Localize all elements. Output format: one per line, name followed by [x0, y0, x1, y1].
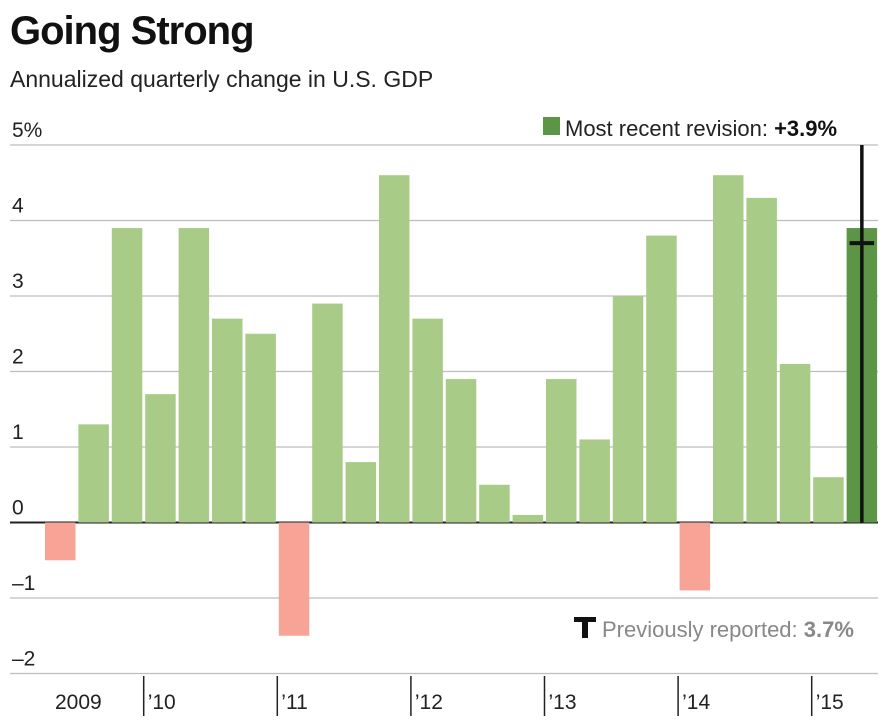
- y-tick-label: 0: [12, 497, 24, 520]
- y-tick-label: 3: [12, 270, 24, 293]
- bar: [145, 394, 176, 523]
- legend-previous-text: Previously reported: 3.7%: [602, 617, 854, 642]
- bar: [412, 318, 443, 523]
- y-axis-ticks: 5% 4 3 2 1 0 –1 –2: [12, 119, 42, 671]
- bar: [345, 462, 377, 523]
- y-tick-label: 1: [12, 421, 24, 444]
- bar: [212, 318, 243, 523]
- bar: [579, 439, 610, 523]
- legend-recent: Most recent revision: +3.9%: [543, 116, 837, 141]
- bar: [679, 522, 711, 591]
- bar: [713, 175, 744, 523]
- y-tick-label: –1: [12, 572, 35, 595]
- y-tick-label: 2: [12, 346, 24, 369]
- x-year-label: ’12: [415, 691, 443, 714]
- bar: [479, 484, 510, 523]
- x-year-label: ’11: [281, 691, 307, 714]
- bar: [813, 477, 844, 523]
- x-axis: 2009 ’10 ’11 ’12 ’13 ’14 ’15: [55, 676, 844, 716]
- x-year-label: ’15: [816, 691, 844, 714]
- bar: [512, 514, 544, 523]
- legend-recent-text: Most recent revision: +3.9%: [565, 116, 837, 141]
- legend-previous: Previously reported: 3.7%: [574, 617, 854, 642]
- y-tick-label: –2: [12, 648, 35, 671]
- x-year-label: ’14: [682, 691, 710, 714]
- bar: [245, 333, 276, 523]
- previous-marker: [849, 145, 875, 523]
- bar: [78, 424, 109, 523]
- bar: [111, 228, 143, 523]
- bar: [646, 235, 677, 523]
- bar: [379, 175, 410, 523]
- bar: [445, 379, 477, 523]
- x-year-label: ’13: [549, 691, 577, 714]
- bar: [45, 522, 76, 561]
- previous-marker-icon: [574, 617, 596, 638]
- chart-title: Going Strong: [10, 9, 254, 53]
- x-year-label: 2009: [55, 691, 102, 714]
- legend-recent-label: Most recent revision:: [565, 116, 774, 141]
- legend-previous-label: Previously reported:: [602, 617, 804, 642]
- bar: [546, 379, 577, 523]
- x-year-label: ’10: [148, 691, 176, 714]
- bars: [45, 175, 878, 636]
- chart-subtitle: Annualized quarterly change in U.S. GDP: [10, 66, 433, 92]
- y-tick-label: 5%: [12, 119, 42, 142]
- legend-recent-value: +3.9%: [774, 116, 837, 141]
- bar: [312, 303, 343, 523]
- bar: [779, 363, 811, 523]
- y-tick-label: 4: [12, 195, 24, 218]
- legend-recent-swatch: [543, 117, 560, 135]
- bar: [178, 228, 210, 523]
- legend-previous-value: 3.7%: [804, 617, 854, 642]
- bar: [278, 522, 310, 636]
- bar: [612, 296, 644, 523]
- bar: [746, 197, 777, 523]
